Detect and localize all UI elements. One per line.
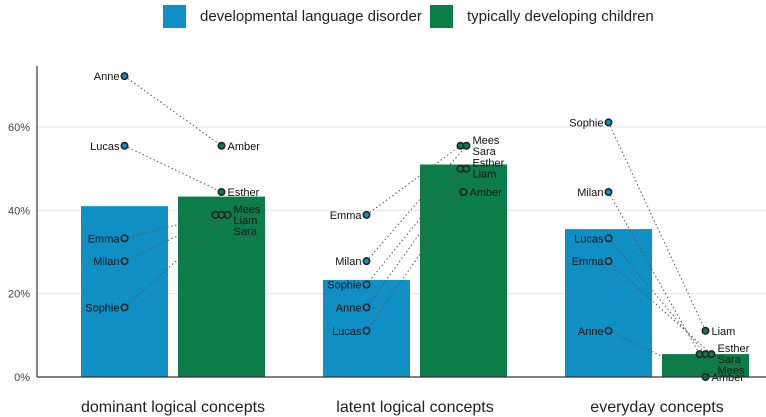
point-label-everyday-concepts-emma: Emma <box>572 256 605 268</box>
point-label-dominant-logical-concepts-esther: Esther <box>228 187 260 199</box>
point-dominant-logical-concepts-sara <box>223 210 232 219</box>
point-label-dominant-logical-concepts-liam: Liam <box>234 215 258 227</box>
connector-dominant-logical-concepts-lucas-esther <box>124 145 222 193</box>
point-label-dominant-logical-concepts-sara: Sara <box>234 226 258 238</box>
point-label-dominant-logical-concepts-anne: Anne <box>94 71 120 83</box>
point-everyday-concepts-milan <box>604 188 613 197</box>
point-label-latent-logical-concepts-amber: Amber <box>470 187 503 199</box>
point-label-everyday-concepts-anne: Anne <box>578 326 604 338</box>
point-dominant-logical-concepts-lucas <box>120 141 129 150</box>
point-label-latent-logical-concepts-milan: Milan <box>335 256 361 268</box>
point-label-latent-logical-concepts-sara: Sara <box>473 146 497 158</box>
point-latent-logical-concepts-amber <box>459 188 468 197</box>
connector-dominant-logical-concepts-sophie-sara <box>124 214 228 308</box>
bar-everyday-concepts-developmental-language-disorder <box>565 229 652 377</box>
point-label-latent-logical-concepts-emma: Emma <box>330 210 363 222</box>
point-dominant-logical-concepts-anne <box>120 72 129 81</box>
point-latent-logical-concepts-sara <box>462 141 471 150</box>
connector-latent-logical-concepts-emma-mees <box>366 145 461 216</box>
point-label-latent-logical-concepts-sophie: Sophie <box>327 280 361 292</box>
y-tick-label-0: 0% <box>14 372 30 384</box>
point-label-dominant-logical-concepts-mees: Mees <box>234 204 261 216</box>
point-dominant-logical-concepts-milan <box>120 257 129 266</box>
point-everyday-concepts-lucas <box>604 234 613 243</box>
legend-swatch-typically-developing-children <box>430 5 453 28</box>
y-tick-label-2: 40% <box>8 205 30 217</box>
connector-everyday-concepts-lucas-sara <box>608 237 706 355</box>
point-label-dominant-logical-concepts-emma: Emma <box>88 233 121 245</box>
point-label-everyday-concepts-sara: Sara <box>718 354 742 366</box>
legend-label-developmental-language-disorder: developmental language disorder <box>200 8 422 25</box>
point-label-everyday-concepts-sophie: Sophie <box>569 117 603 129</box>
connector-dominant-logical-concepts-anne-amber <box>124 75 222 147</box>
connector-everyday-concepts-milan-esther <box>608 191 700 355</box>
point-labels: Anne Lucas Emma Milan Sophie Emma Milan Sophie A… <box>85 71 749 384</box>
point-everyday-concepts-emma <box>604 257 613 266</box>
point-label-latent-logical-concepts-mees: Mees <box>473 135 500 147</box>
point-dominant-logical-concepts-esther <box>217 188 226 197</box>
connector-latent-logical-concepts-sophie-esther <box>366 168 461 285</box>
point-label-latent-logical-concepts-liam: Liam <box>473 169 497 181</box>
point-dominant-logical-concepts-amber <box>217 141 226 150</box>
x-category-label-1: latent logical concepts <box>336 399 493 416</box>
point-label-latent-logical-concepts-lucas: Lucas <box>332 326 362 338</box>
point-dominant-logical-concepts-emma <box>120 234 129 243</box>
connector-everyday-concepts-emma-mees <box>608 260 712 355</box>
point-label-latent-logical-concepts-esther: Esther <box>473 158 505 170</box>
point-label-everyday-concepts-lucas: Lucas <box>574 233 604 245</box>
point-label-everyday-concepts-amber: Amber <box>712 372 745 384</box>
bar-dominant-logical-concepts-typically-developing-children <box>178 196 265 377</box>
point-everyday-concepts-liam <box>701 326 710 335</box>
bars <box>81 164 749 377</box>
x-category-label-2: everyday concepts <box>590 399 723 416</box>
axes: 0% 20% 40% 60% dominant logical concepts late… <box>8 66 766 416</box>
connector-latent-logical-concepts-milan-sara <box>366 145 467 262</box>
point-label-dominant-logical-concepts-milan: Milan <box>93 256 119 268</box>
point-label-dominant-logical-concepts-sophie: Sophie <box>85 302 119 314</box>
point-everyday-concepts-sophie <box>604 118 613 127</box>
legend-label-typically-developing-children: typically developing children <box>467 8 654 25</box>
connector-latent-logical-concepts-anne-liam <box>366 168 467 308</box>
point-label-dominant-logical-concepts-lucas: Lucas <box>90 141 120 153</box>
point-label-dominant-logical-concepts-amber: Amber <box>228 141 261 153</box>
data-points <box>120 72 716 381</box>
point-everyday-concepts-anne <box>604 326 613 335</box>
legend: developmental language disorder typically… <box>163 5 654 28</box>
connector-lines <box>124 75 712 378</box>
point-latent-logical-concepts-anne <box>362 303 371 312</box>
y-tick-label-1: 20% <box>8 289 30 301</box>
point-label-everyday-concepts-milan: Milan <box>577 187 603 199</box>
point-label-everyday-concepts-esther: Esther <box>718 343 750 355</box>
bar-everyday-concepts-typically-developing-children <box>662 354 749 377</box>
point-latent-logical-concepts-emma <box>362 210 371 219</box>
point-latent-logical-concepts-milan <box>362 257 371 266</box>
x-category-label-0: dominant logical concepts <box>81 399 265 416</box>
point-latent-logical-concepts-liam <box>462 164 471 173</box>
point-dominant-logical-concepts-sophie <box>120 303 129 312</box>
connector-latent-logical-concepts-lucas-amber <box>366 191 464 332</box>
point-latent-logical-concepts-lucas <box>362 326 371 335</box>
y-tick-label-3: 60% <box>8 122 30 134</box>
point-label-everyday-concepts-mees: Mees <box>718 365 745 377</box>
point-label-latent-logical-concepts-anne: Anne <box>336 302 362 314</box>
point-everyday-concepts-mees <box>707 350 716 359</box>
point-label-everyday-concepts-liam: Liam <box>712 326 736 338</box>
point-latent-logical-concepts-sophie <box>362 280 371 289</box>
legend-swatch-developmental-language-disorder <box>163 5 186 28</box>
bar-dominant-logical-concepts-developmental-language-disorder <box>81 206 168 377</box>
